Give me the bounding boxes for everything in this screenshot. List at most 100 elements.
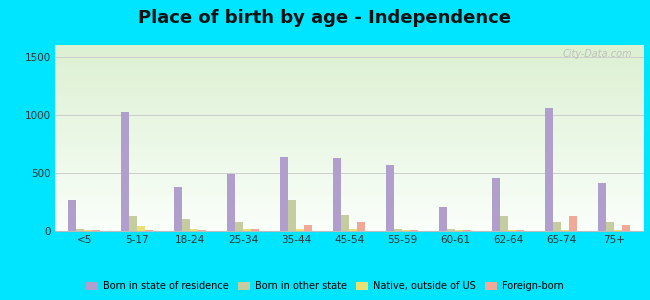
Bar: [55, 178, 644, 180]
Bar: [55, 154, 644, 155]
Bar: [281, 157, 289, 231]
Bar: [55, 152, 644, 154]
Bar: [55, 64, 644, 65]
Bar: [55, 119, 644, 121]
Bar: [55, 164, 644, 166]
Bar: [55, 183, 644, 184]
Bar: [55, 116, 644, 118]
Bar: [562, 230, 569, 231]
Bar: [55, 53, 644, 54]
Bar: [55, 140, 644, 141]
Bar: [55, 191, 644, 192]
Bar: [387, 165, 395, 231]
Bar: [55, 211, 644, 212]
Bar: [227, 174, 235, 231]
Bar: [243, 229, 252, 231]
Bar: [55, 101, 644, 102]
Bar: [55, 98, 644, 99]
Bar: [55, 93, 644, 94]
Bar: [508, 230, 516, 231]
Bar: [55, 215, 644, 217]
Bar: [55, 65, 644, 67]
Bar: [55, 209, 644, 211]
Bar: [55, 175, 644, 177]
Bar: [55, 200, 644, 202]
Bar: [122, 112, 129, 231]
Bar: [55, 106, 644, 107]
Bar: [55, 199, 644, 200]
Bar: [55, 189, 644, 191]
Bar: [77, 229, 85, 231]
Bar: [55, 166, 644, 167]
Bar: [55, 194, 644, 195]
Bar: [55, 132, 644, 133]
Bar: [349, 229, 358, 231]
Bar: [55, 177, 644, 178]
Bar: [198, 230, 206, 231]
Bar: [55, 188, 644, 189]
Bar: [500, 216, 508, 231]
Bar: [55, 84, 644, 85]
Bar: [55, 205, 644, 206]
Bar: [55, 230, 644, 231]
Bar: [614, 230, 622, 231]
Bar: [55, 144, 644, 146]
Bar: [55, 127, 644, 129]
Bar: [137, 226, 146, 231]
Bar: [55, 160, 644, 161]
Bar: [55, 219, 644, 220]
Text: Place of birth by age - Independence: Place of birth by age - Independence: [138, 9, 512, 27]
Bar: [358, 222, 365, 231]
Bar: [55, 214, 644, 215]
Bar: [55, 85, 644, 87]
Bar: [55, 90, 644, 92]
Bar: [55, 197, 644, 199]
Bar: [55, 212, 644, 214]
Bar: [55, 109, 644, 110]
Bar: [296, 229, 304, 231]
Bar: [55, 71, 644, 73]
Bar: [55, 59, 644, 61]
Bar: [68, 200, 77, 231]
Bar: [55, 104, 644, 105]
Bar: [55, 203, 644, 205]
Bar: [55, 158, 644, 160]
Bar: [55, 115, 644, 116]
Bar: [55, 172, 644, 174]
Bar: [55, 167, 644, 169]
Bar: [55, 130, 644, 132]
Bar: [410, 230, 418, 231]
Bar: [55, 222, 644, 223]
Bar: [55, 161, 644, 163]
Bar: [456, 230, 463, 231]
Bar: [289, 200, 296, 231]
Bar: [55, 45, 644, 46]
Bar: [235, 222, 243, 231]
Bar: [55, 226, 644, 228]
Bar: [516, 230, 525, 231]
Bar: [55, 94, 644, 96]
Bar: [55, 96, 644, 98]
Bar: [84, 230, 92, 231]
Bar: [55, 77, 644, 79]
Bar: [55, 150, 644, 152]
Bar: [439, 207, 447, 231]
Bar: [447, 229, 456, 231]
Bar: [55, 82, 644, 84]
Bar: [55, 74, 644, 76]
Bar: [55, 62, 644, 64]
Legend: Born in state of residence, Born in other state, Native, outside of US, Foreign-: Born in state of residence, Born in othe…: [83, 278, 567, 295]
Bar: [55, 81, 644, 82]
Bar: [146, 230, 153, 231]
Bar: [55, 126, 644, 127]
Bar: [55, 174, 644, 175]
Bar: [402, 230, 410, 231]
Bar: [55, 51, 644, 53]
Bar: [55, 73, 644, 74]
Bar: [55, 146, 644, 147]
Bar: [55, 169, 644, 170]
Bar: [55, 135, 644, 136]
Bar: [55, 225, 644, 226]
Bar: [55, 76, 644, 77]
Bar: [55, 186, 644, 188]
